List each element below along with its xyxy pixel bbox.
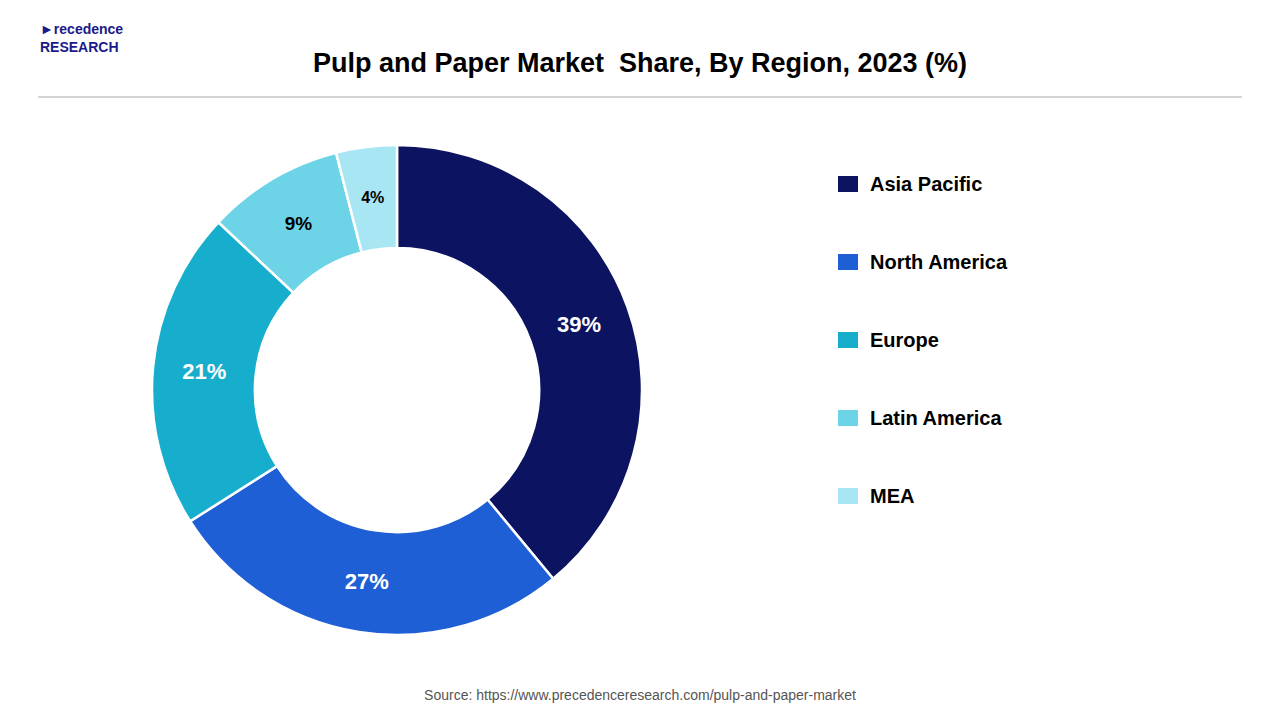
legend-swatch [838, 332, 858, 348]
slice [218, 153, 361, 293]
legend-label: Latin America [870, 407, 1002, 429]
legend-label: Asia Pacific [870, 173, 982, 195]
legend-label: Europe [870, 329, 939, 351]
data-label: 4% [361, 189, 384, 206]
slice [336, 145, 397, 252]
data-labels: 39% 27% 21% 9% 4% [182, 189, 601, 593]
source: Source: https://www.precedenceresearch.c… [424, 687, 856, 703]
chart: ►recedenceRESEARCH Pulp and Paper Market … [0, 0, 1280, 720]
title: Pulp and Paper Market Share, By Region, … [313, 48, 967, 78]
legend-label: MEA [870, 485, 914, 507]
slice [190, 466, 553, 635]
legend-swatch [838, 176, 858, 192]
data-label: 9% [285, 213, 313, 234]
data-label: 39% [557, 312, 601, 337]
data-label: 21% [182, 359, 226, 384]
legend-swatch [838, 410, 858, 426]
slices [152, 145, 642, 635]
logo: ►recedenceRESEARCH [40, 21, 123, 55]
legend-label: North America [870, 251, 1008, 273]
legend-swatch [838, 254, 858, 270]
data-label: 27% [345, 569, 389, 594]
title-rule [38, 97, 1242, 98]
chart-container: ►recedenceRESEARCH Pulp and Paper Market … [0, 0, 1280, 720]
legend: Asia Pacific North America Europe Latin Ame… [838, 173, 1008, 507]
slice [397, 145, 642, 579]
legend-swatch [838, 488, 858, 504]
